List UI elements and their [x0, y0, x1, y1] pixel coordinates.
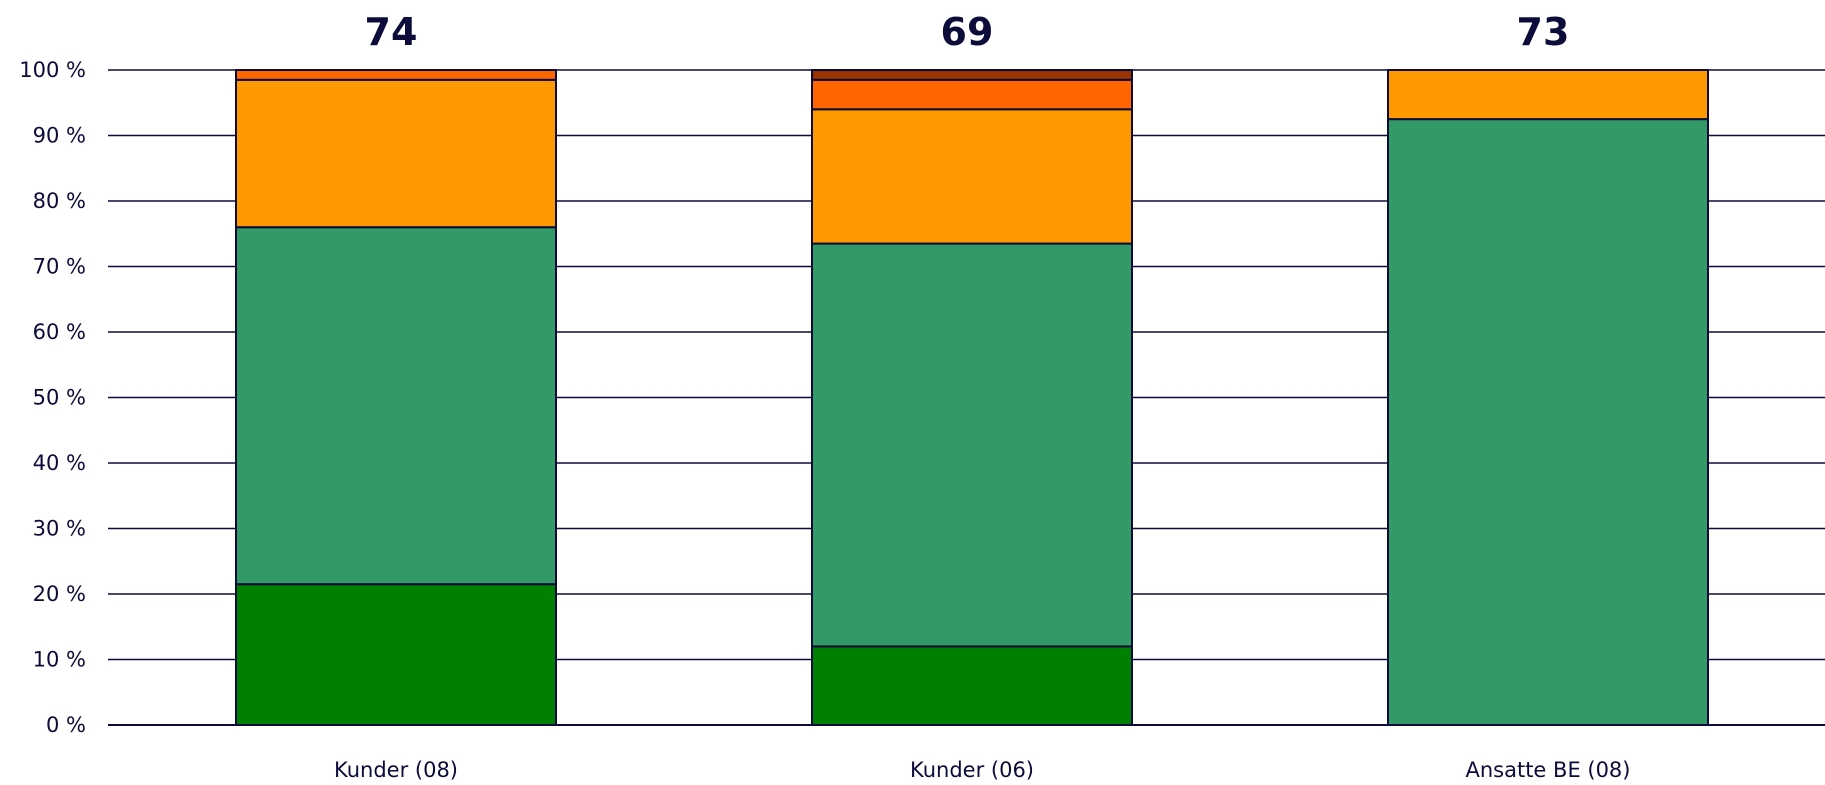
- y-tick-label: 90 %: [33, 124, 86, 148]
- bar-total-label: 74: [365, 10, 418, 54]
- bar-segment: [811, 242, 1133, 648]
- x-category-label: Kunder (08): [334, 758, 458, 782]
- y-tick-label: 50 %: [33, 386, 86, 410]
- y-tick-label: 60 %: [33, 320, 86, 344]
- bar-segment: [1387, 118, 1709, 726]
- bar-segment: [235, 226, 557, 586]
- bar-segment: [235, 78, 557, 229]
- y-tick-label: 0 %: [46, 713, 86, 737]
- y-tick-label: 100 %: [19, 58, 86, 82]
- bar-total-label: 73: [1517, 10, 1570, 54]
- x-category-label: Ansatte BE (08): [1465, 758, 1630, 782]
- y-tick-label: 80 %: [33, 189, 86, 213]
- y-tick-label: 30 %: [33, 517, 86, 541]
- y-tick-label: 70 %: [33, 255, 86, 279]
- bar-segment: [235, 583, 557, 726]
- y-tick-label: 10 %: [33, 648, 86, 672]
- chart-labels: 0 % 10 % 20 % 30 % 40 % 50 % 60 % 70 % 80 % 90 % 1…: [19, 10, 1630, 782]
- bar-segment: [811, 78, 1133, 111]
- bar-segment: [811, 645, 1133, 727]
- bar-segment: [235, 69, 557, 81]
- y-tick-label: 20 %: [33, 582, 86, 606]
- bar-segment: [811, 69, 1133, 81]
- bar-segments: [235, 69, 1709, 727]
- bar-total-label: 69: [941, 10, 994, 54]
- x-category-label: Kunder (06): [910, 758, 1034, 782]
- bar-segment: [811, 108, 1133, 245]
- bar-segment: [1387, 69, 1709, 121]
- y-tick-label: 40 %: [33, 451, 86, 475]
